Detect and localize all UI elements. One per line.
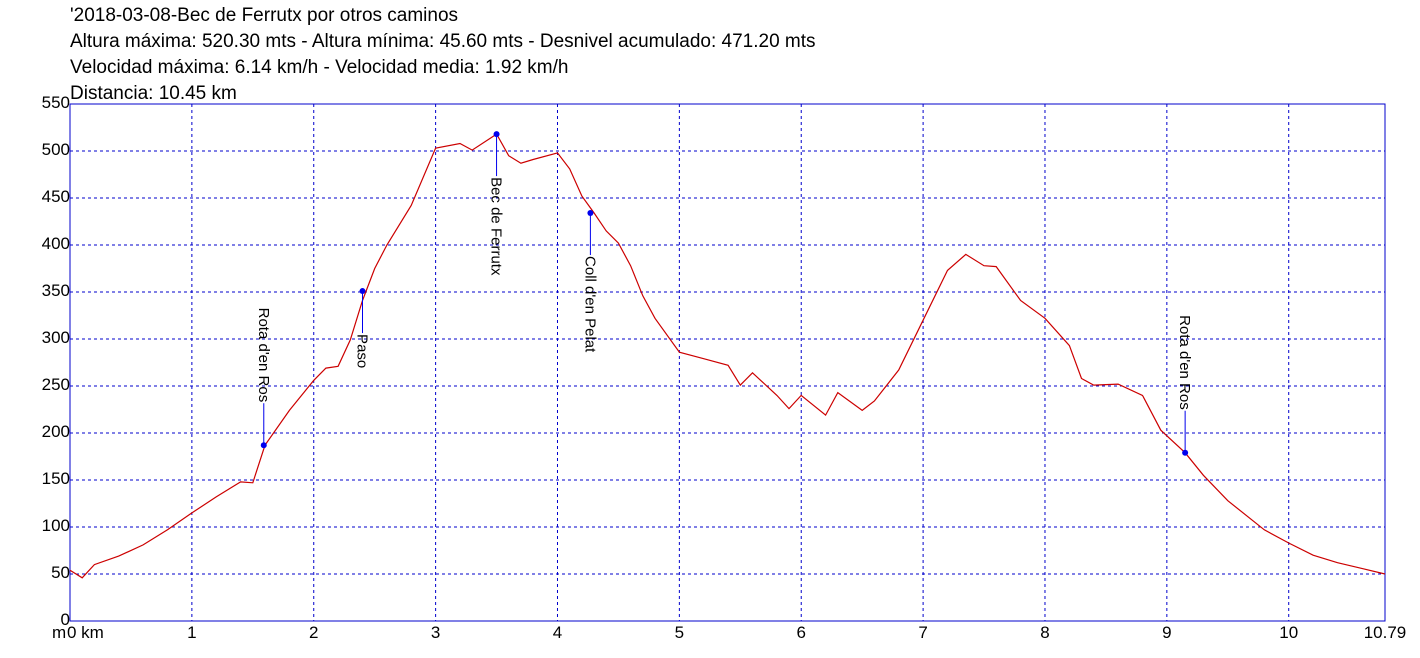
y-tick-label: 50 <box>51 563 70 582</box>
x-tick-label: 3 <box>431 623 440 642</box>
y-tick-label: 300 <box>42 328 70 347</box>
elevation-line <box>69 133 1386 579</box>
x-tick-label: 0 km <box>67 623 104 642</box>
y-tick-label: 400 <box>42 234 70 253</box>
x-tick-label: 2 <box>309 623 318 642</box>
waypoint-marker <box>587 210 594 217</box>
y-tick-label: 150 <box>42 469 70 488</box>
x-tick-label: 4 <box>553 623 562 642</box>
x-tick-label: 6 <box>796 623 805 642</box>
y-tick-label: 100 <box>42 516 70 535</box>
y-axis-label: m <box>52 623 66 642</box>
waypoint-label: Rota d'en Ros <box>255 308 272 403</box>
y-tick-label: 0 <box>61 610 70 629</box>
x-tick-label: 10 <box>1279 623 1298 642</box>
waypoint-marker <box>493 131 500 138</box>
y-tick-label: 250 <box>42 375 70 394</box>
waypoint-marker <box>359 288 366 295</box>
waypoint-label: Coll d'en Pelat <box>581 256 598 353</box>
waypoint-label: Bec de Ferrutx <box>488 177 505 276</box>
y-tick-label: 350 <box>42 281 70 300</box>
x-tick-label: 1 <box>187 623 196 642</box>
y-tick-label: 200 <box>42 422 70 441</box>
chart-subtitle: Distancia: 10.45 km <box>70 83 237 104</box>
chart-title: '2018-03-08-Bec de Ferrutx por otros cam… <box>70 5 458 26</box>
waypoint-label: Paso <box>353 334 370 368</box>
y-tick-label: 500 <box>42 140 70 159</box>
chart-subtitle: Velocidad máxima: 6.14 km/h - Velocidad … <box>70 57 568 78</box>
waypoint-marker <box>260 442 267 449</box>
y-tick-label: 550 <box>42 93 70 112</box>
chart-subtitle: Altura máxima: 520.30 mts - Altura mínim… <box>70 31 816 52</box>
x-tick-label: 5 <box>675 623 684 642</box>
x-tick-label: 8 <box>1040 623 1049 642</box>
x-tick-label: 7 <box>918 623 927 642</box>
y-tick-label: 450 <box>42 187 70 206</box>
x-tick-label: 9 <box>1162 623 1171 642</box>
x-tick-label: 10.79 <box>1364 623 1407 642</box>
plot-frame <box>69 103 1386 622</box>
waypoint-marker <box>1182 449 1189 456</box>
waypoint-label: Rota d'en Ros <box>1176 315 1193 410</box>
